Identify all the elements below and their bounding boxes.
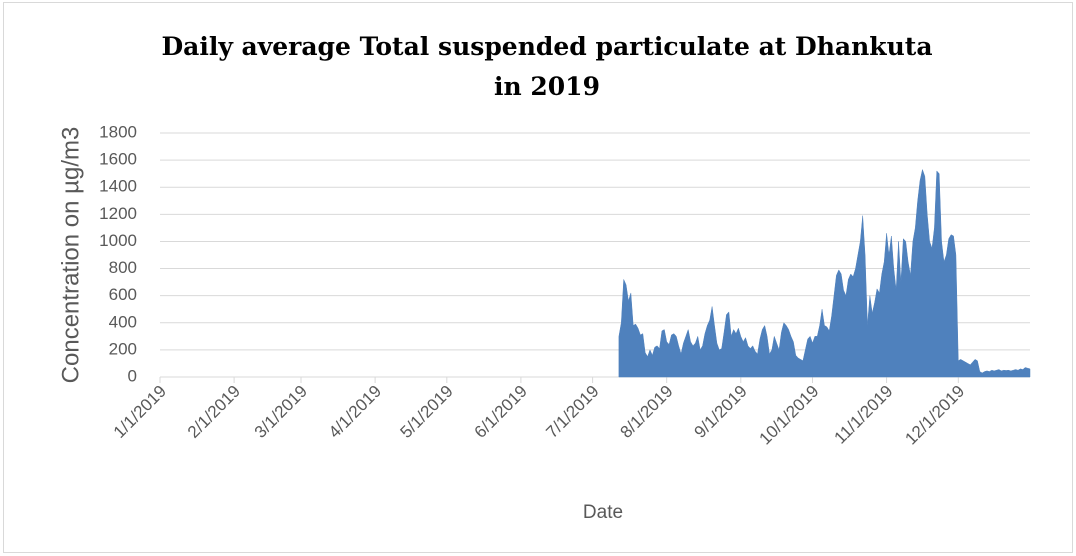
y-tick-label: 800 xyxy=(109,258,137,277)
x-axis-label: Date xyxy=(583,502,623,523)
y-tick-label: 400 xyxy=(109,312,137,331)
y-axis-label: Concentration on µg/m3 xyxy=(57,127,84,384)
y-tick-label: 1400 xyxy=(99,177,137,196)
y-tick-label: 1000 xyxy=(99,231,137,250)
title-line: in 2019 xyxy=(494,72,600,101)
y-tick-label: 1600 xyxy=(99,150,137,169)
y-tick-label: 1200 xyxy=(99,204,137,223)
y-tick-label: 0 xyxy=(128,366,137,385)
y-tick-label: 200 xyxy=(109,339,137,358)
title-line: Daily average Total suspended particulat… xyxy=(161,32,932,61)
area xyxy=(618,168,1031,378)
y-tick-label: 600 xyxy=(109,285,137,304)
chart-title: Daily average Total suspended particulat… xyxy=(161,32,932,101)
y-tick-label: 1800 xyxy=(99,122,137,141)
